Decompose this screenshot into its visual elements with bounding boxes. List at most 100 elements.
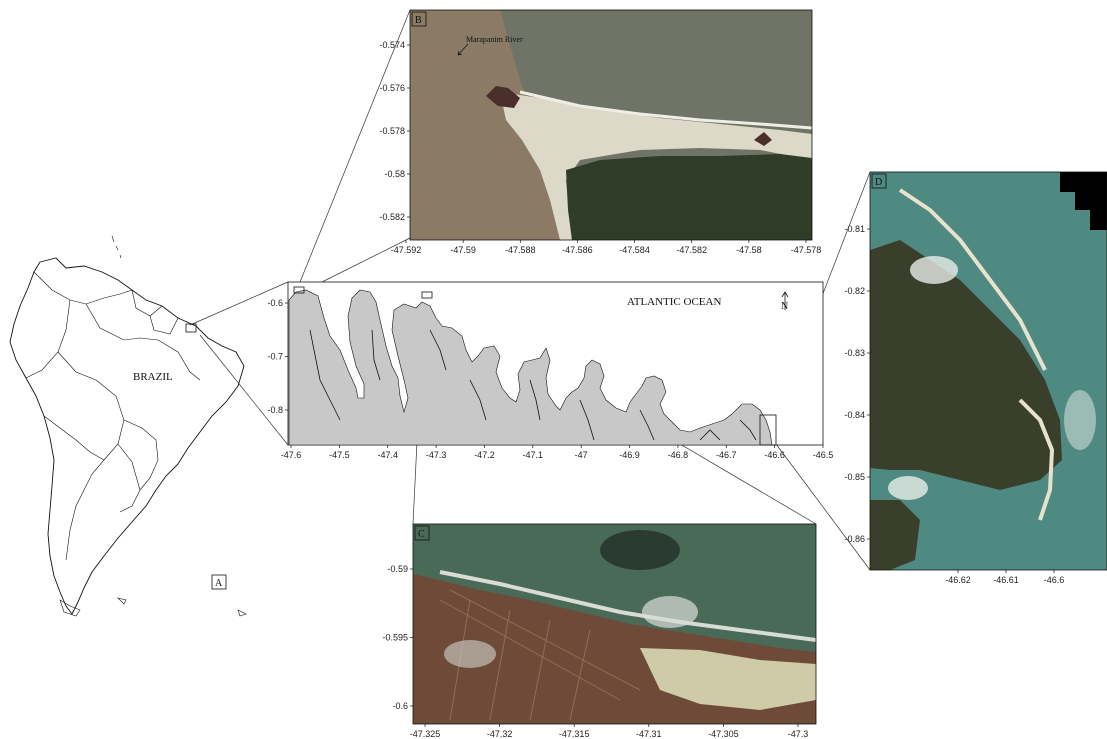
inset-b-y-tick-label: -0.576 — [379, 83, 405, 93]
coast-map-x-tick-label: -47.6 — [281, 450, 302, 460]
coast-map-x-tick-label: -46.7 — [716, 450, 737, 460]
inset-c-sand — [640, 648, 816, 710]
coast-map-x-tick-label: -47.1 — [523, 450, 544, 460]
overview-panel-label-box — [211, 574, 227, 590]
connector-a-to-coast-bottom — [199, 334, 289, 446]
country-label: BRAZIL — [133, 371, 173, 383]
inset-d-cloud-3 — [1064, 390, 1096, 450]
coast-box-d — [759, 414, 777, 446]
coast-map-x-tick-label: -47.2 — [474, 450, 495, 460]
inset-d-nodata-corner — [1060, 172, 1107, 230]
inset-d-satellite-image — [870, 172, 1107, 570]
inset-c-x-tick-label: -47.315 — [559, 729, 590, 739]
inset-c-cloud-2 — [444, 640, 496, 668]
inset-d-label: D — [875, 177, 882, 188]
inset-d-y-axis: -0.81 -0.82 -0.83 -0.84 -0.85 -0.86 — [844, 224, 870, 544]
inset-b-label: B — [415, 15, 422, 26]
inset-c-x-tick-label: -47.31 — [636, 729, 662, 739]
coast-map-panel: ATLANTIC OCEAN N -47.6 -47.5 -47.4 -47.3 -47… — [267, 281, 833, 460]
north-arrow: N — [781, 291, 789, 312]
inset-d-beach — [898, 188, 1047, 371]
coast-channels — [309, 329, 757, 441]
coast-map-x-tick-label: -47 — [575, 450, 588, 460]
inset-c-panel: C -47.325 -47.32 -47.315 -47.31 -47.305 -47.3… — [382, 523, 817, 739]
coast-map-x-tick-label: -46.9 — [619, 450, 640, 460]
inset-d-spit — [1018, 398, 1055, 521]
inset-b-x-tick-label: -47.59 — [450, 245, 476, 255]
inset-b-x-axis: -47.592 -47.59 -47.588 -47.586 -47.584 -47.58… — [391, 240, 822, 255]
inset-c-label-box — [414, 525, 430, 541]
inset-b-vegetation — [566, 154, 812, 240]
islands — [59, 235, 247, 617]
inset-d-cloud — [910, 256, 958, 284]
coast-map-y-tick-label: -0.7 — [267, 352, 283, 362]
inset-d-y-tick-label: -0.85 — [844, 472, 865, 482]
overview-focus-box — [185, 323, 197, 333]
inset-d-label-box — [871, 173, 887, 189]
inset-b-x-tick-label: -47.578 — [791, 245, 822, 255]
inset-d-y-tick-label: -0.83 — [844, 348, 865, 358]
country-borders — [25, 271, 201, 561]
inset-d-x-axis: -46.62 -46.61 -46.6 — [945, 570, 1064, 585]
inset-d-y-tick-label: -0.84 — [844, 410, 865, 420]
inset-b-rock-outcrop-2 — [754, 132, 772, 146]
inset-c-y-axis: -0.59 -0.595 -0.6 — [382, 564, 413, 711]
inset-c-x-axis: -47.325 -47.32 -47.315 -47.31 -47.305 -47.3 — [410, 724, 809, 739]
inset-b-x-tick-label: -47.588 — [505, 245, 536, 255]
coast-land-mass — [288, 289, 773, 446]
ocean-label: ATLANTIC OCEAN — [627, 296, 721, 308]
coast-map-y-tick-label: -0.6 — [267, 298, 283, 308]
inset-b-panel: B Marapanim River -47.592 -47.59 -47.588 -4… — [379, 9, 822, 255]
inset-c-label: C — [418, 529, 425, 540]
inset-d-panel: D -46.62 -46.61 -46.6 -0.81 -0.82 -0.83 -0.84… — [844, 171, 1107, 585]
coast-box-b — [293, 286, 305, 294]
inset-c-x-tick-label: -47.3 — [788, 729, 809, 739]
inset-d-x-tick-label: -46.61 — [993, 575, 1019, 585]
inset-b-x-tick-label: -47.586 — [562, 245, 593, 255]
inset-d-y-tick-label: -0.81 — [844, 224, 865, 234]
inset-b-surf-line — [519, 90, 812, 130]
coast-map-y-axis: -0.6 -0.7 -0.8 — [267, 298, 288, 415]
inset-d-y-tick-label: -0.86 — [844, 534, 865, 544]
inset-b-y-tick-label: -0.58 — [384, 169, 405, 179]
coast-map-x-tick-label: -47.4 — [377, 450, 398, 460]
inset-b-beach — [500, 92, 812, 240]
inset-c-y-tick-label: -0.6 — [392, 701, 408, 711]
inset-b-x-tick-label: -47.582 — [676, 245, 707, 255]
inset-b-frame — [409, 9, 813, 241]
inset-c-surf — [439, 570, 816, 642]
inset-b-satellite-image — [410, 10, 812, 240]
inset-b-x-tick-label: -47.58 — [736, 245, 762, 255]
inset-d-x-tick-label: -46.6 — [1044, 575, 1065, 585]
coast-box-c — [421, 291, 433, 299]
inset-b-label-box — [411, 11, 427, 27]
coast-map-x-tick-label: -46.8 — [668, 450, 689, 460]
inset-d-x-tick-label: -46.62 — [945, 575, 971, 585]
inset-c-cloud-shadow — [600, 530, 680, 570]
river-annotation-arrow — [457, 43, 469, 56]
inset-d-forest — [870, 240, 1062, 490]
inset-b-y-tick-label: -0.582 — [379, 212, 405, 222]
coast-map-x-tick-label: -47.5 — [329, 450, 350, 460]
overview-panel-label: A — [215, 578, 223, 589]
inset-b-river-mouth — [410, 10, 580, 240]
south-america-outline — [9, 257, 245, 615]
inset-b-x-tick-label: -47.584 — [619, 245, 650, 255]
overview-map-panel: BRAZIL A — [9, 235, 247, 617]
inset-c-frame — [412, 523, 817, 725]
inset-d-frame — [869, 171, 1107, 571]
inset-b-rock-outcrop — [486, 86, 520, 108]
inset-c-x-tick-label: -47.305 — [708, 729, 739, 739]
connector-coast-to-d-bottom — [775, 443, 871, 571]
inset-d-forest-south — [870, 500, 920, 570]
inset-b-x-tick-label: -47.592 — [391, 245, 422, 255]
coast-map-x-tick-label: -46.6 — [764, 450, 785, 460]
north-arrow-label: N — [781, 301, 788, 312]
inset-c-x-tick-label: -47.32 — [487, 729, 513, 739]
inset-c-x-tick-label: -47.325 — [410, 729, 441, 739]
coast-map-x-axis: -47.6 -47.5 -47.4 -47.3 -47.2 -47.1 -47 -46.9 -4… — [281, 445, 833, 460]
coast-map-y-tick-label: -0.8 — [267, 405, 283, 415]
north-arrow-head — [781, 291, 789, 298]
inset-d-cloud-2 — [888, 476, 928, 500]
